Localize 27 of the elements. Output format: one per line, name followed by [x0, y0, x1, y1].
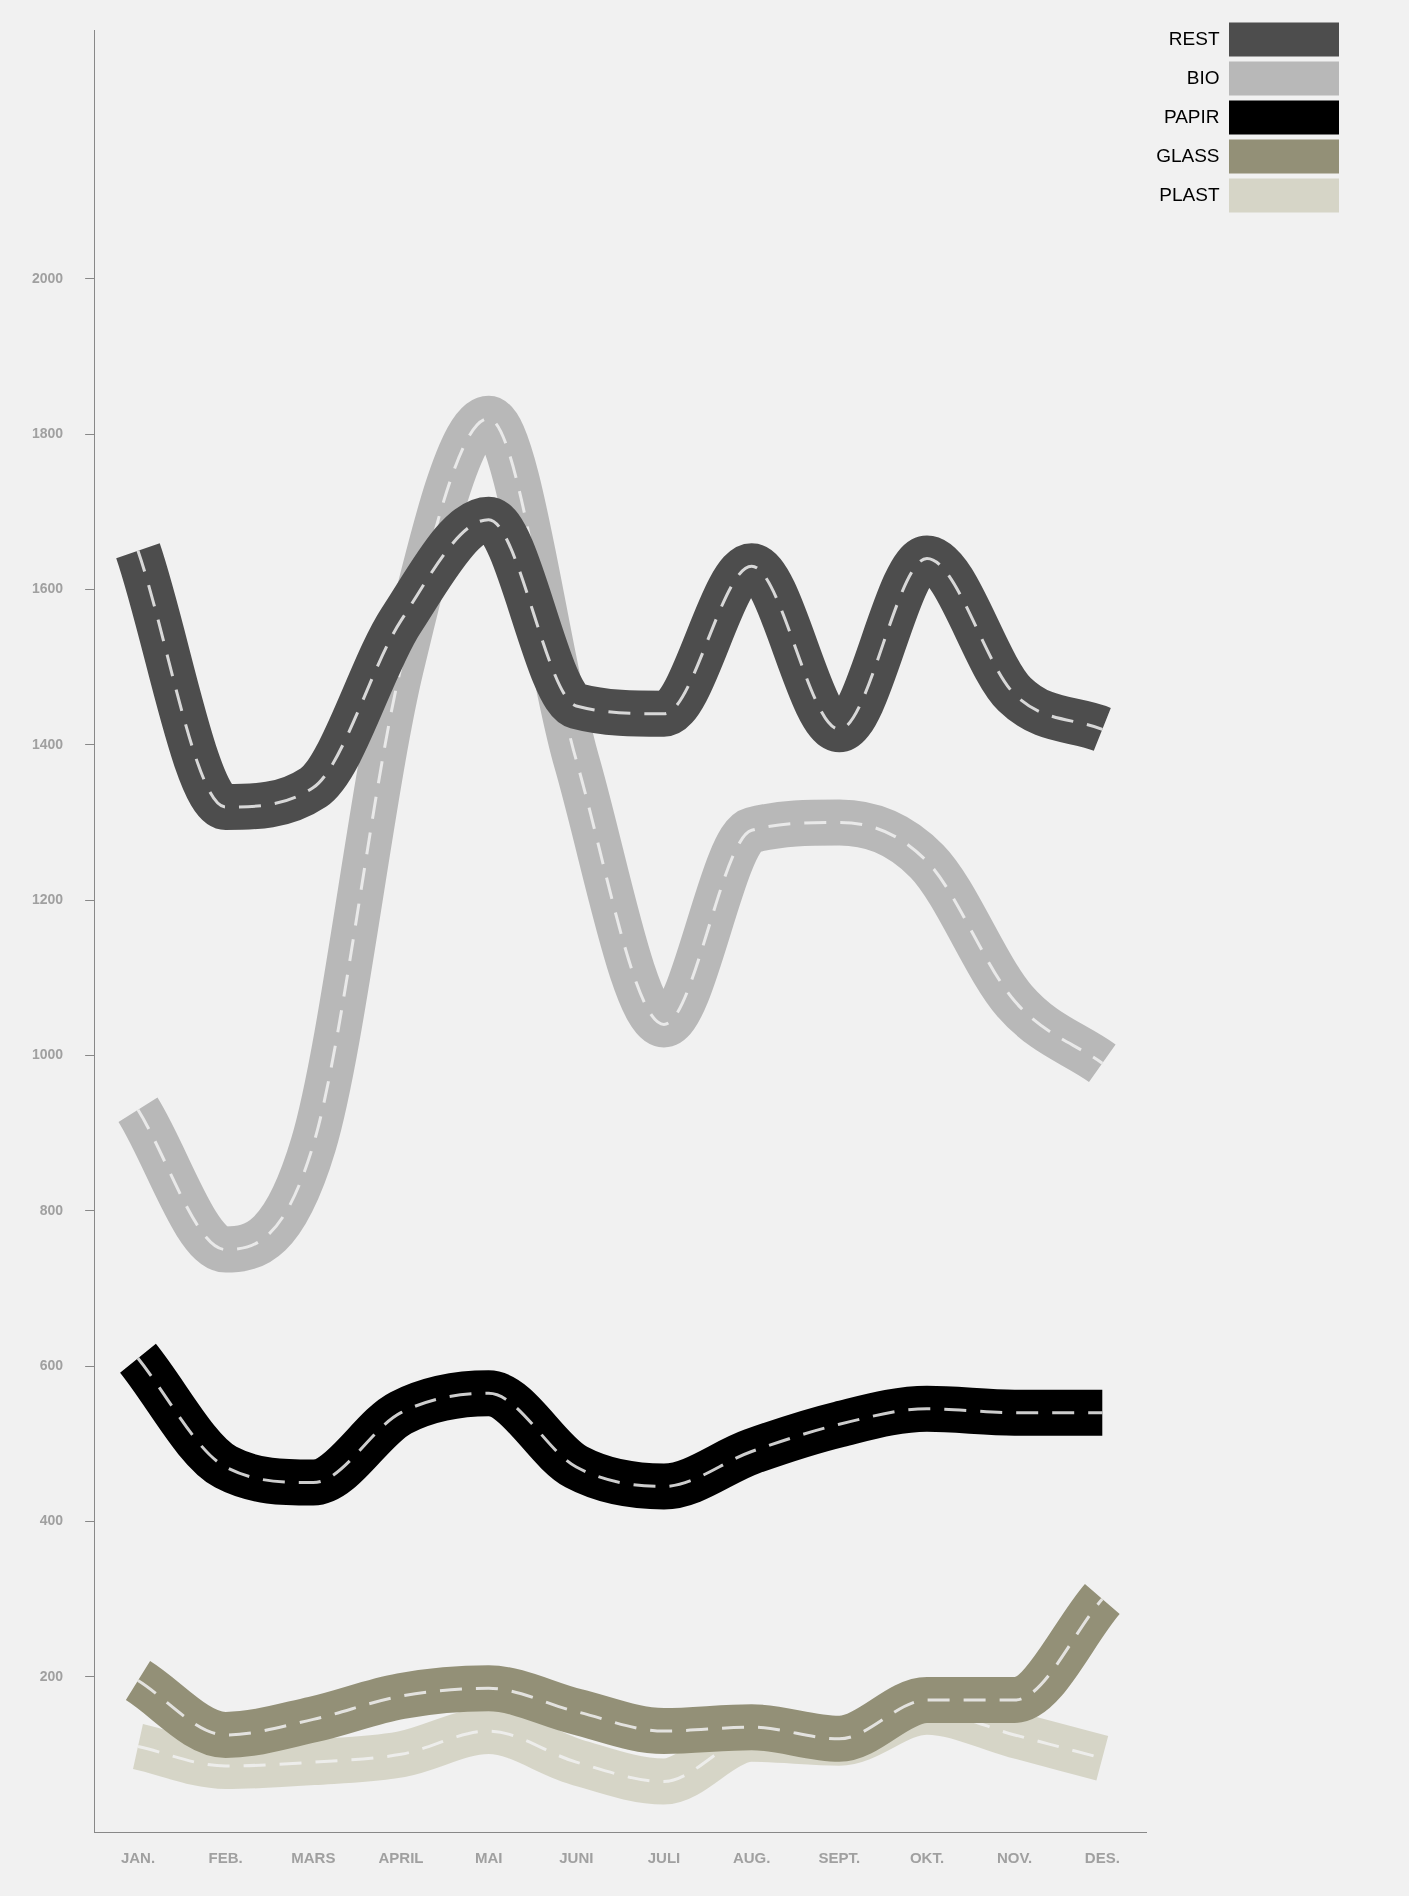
x-tick-label: DES.	[1084, 1849, 1120, 1867]
y-tick-label: 1800	[31, 425, 64, 442]
x-tick-label: MAI	[474, 1849, 503, 1867]
y-tick-label: 1600	[31, 580, 64, 597]
x-tick-label: JULI	[647, 1849, 681, 1867]
x-tick-label: OKT.	[909, 1849, 945, 1867]
y-tick-label: 400	[39, 1512, 64, 1529]
x-tick-label: SEPT.	[818, 1849, 861, 1867]
x-tick-label: JAN.	[120, 1849, 156, 1867]
x-tick-label: NOV.	[996, 1849, 1033, 1867]
x-tick-label: MARS	[291, 1849, 336, 1867]
x-tick-label: AUG.	[732, 1849, 771, 1867]
y-tick-label: 200	[39, 1667, 64, 1684]
x-tick-label: APRIL	[378, 1849, 424, 1867]
text: PAPIR	[1163, 105, 1220, 127]
y-tick-label: 1000	[31, 1046, 64, 1063]
y-tick-label: 2000	[31, 269, 64, 286]
y-tick-label: 1200	[31, 891, 64, 907]
text: REST	[1168, 27, 1220, 49]
y-tick-label: 800	[39, 1201, 64, 1218]
x-tick-label: JUNI	[559, 1849, 594, 1867]
x-tick-label: FEB.	[208, 1849, 243, 1867]
text: PLAST	[1159, 183, 1220, 205]
text: GLASS	[1156, 144, 1220, 166]
y-tick-label: 1400	[31, 735, 64, 752]
y-tick-label: 600	[39, 1356, 64, 1373]
text: BIO	[1186, 66, 1220, 88]
